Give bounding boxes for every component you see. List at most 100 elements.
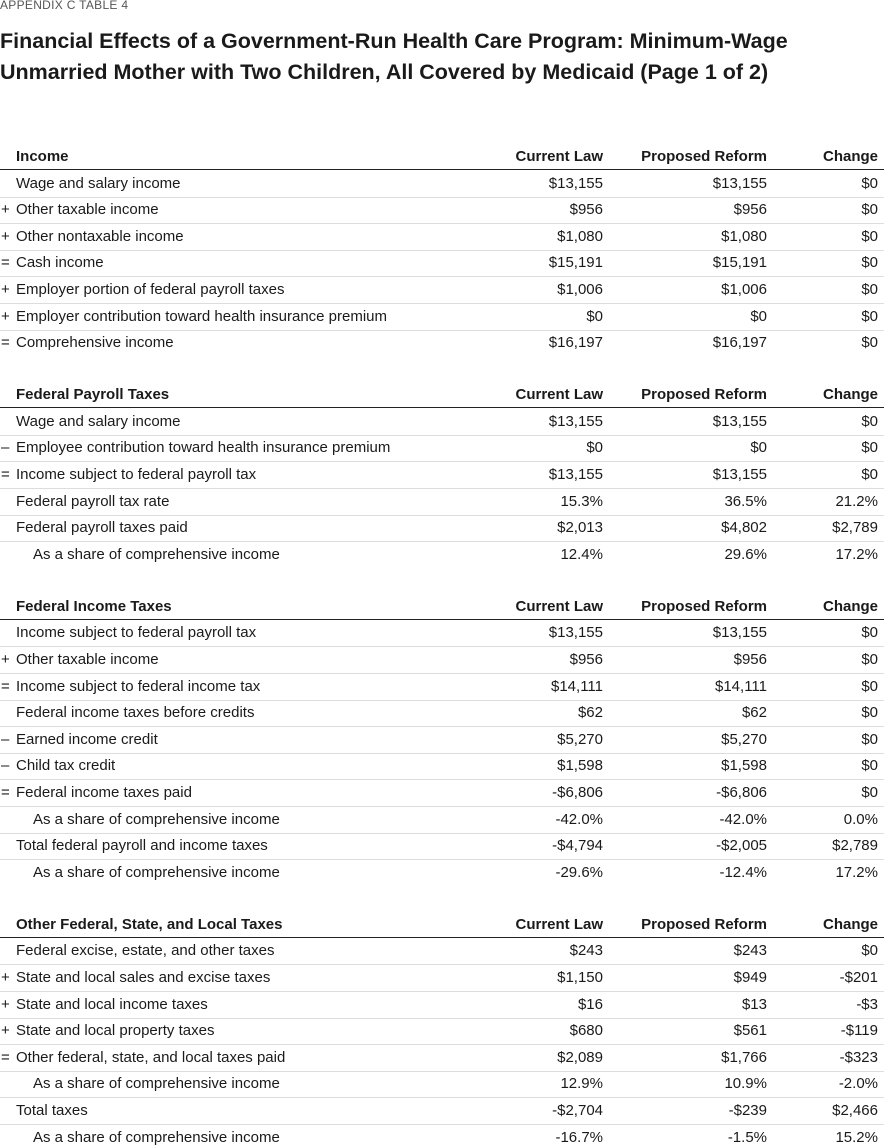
- cell: $1,006: [557, 281, 603, 298]
- cell: 29.6%: [724, 545, 767, 563]
- cell: $0: [861, 757, 878, 775]
- cell: $0: [861, 651, 878, 668]
- row-rule: [0, 461, 884, 463]
- cell: $2,789: [832, 837, 878, 855]
- row-operator: =: [1, 784, 10, 801]
- cell: -$6,806: [716, 784, 767, 801]
- row-operator: =: [1, 334, 10, 352]
- cell: $4,802: [721, 519, 767, 537]
- row-label: As a share of comprehensive income: [33, 1075, 280, 1093]
- cell: $0: [861, 201, 878, 219]
- row-label: Other federal, state, and local taxes pa…: [16, 1048, 286, 1066]
- cell: 36.5%: [724, 492, 767, 510]
- row-label: Wage and salary income: [16, 174, 181, 192]
- row-label: Comprehensive income: [16, 334, 174, 352]
- cell: $15,191: [712, 254, 767, 272]
- row-rule: [0, 673, 884, 674]
- row-rule: [0, 859, 884, 861]
- cell: $0: [750, 307, 767, 325]
- row-label: Other taxable income: [16, 651, 159, 668]
- cell: -2.0%: [838, 1075, 878, 1093]
- row-operator: =: [1, 677, 10, 695]
- cell: -$2,704: [552, 1102, 603, 1119]
- cell: $243: [569, 942, 603, 960]
- section-heading: Income: [16, 148, 69, 165]
- cell: 0.0%: [843, 810, 878, 828]
- row-rule: [0, 646, 884, 648]
- row-operator: +: [1, 201, 10, 219]
- row-label: As a share of comprehensive income: [33, 1128, 280, 1146]
- column-header: Current Law: [515, 915, 603, 933]
- row-label: Total federal payroll and income taxes: [16, 837, 268, 855]
- cell: $956: [733, 201, 767, 219]
- cell: $0: [586, 307, 603, 325]
- row-label: State and local income taxes: [16, 995, 208, 1013]
- cell: $0: [586, 439, 603, 457]
- row-label: Income subject to federal payroll tax: [16, 624, 257, 642]
- row-label: Cash income: [16, 254, 104, 272]
- cell: 21.2%: [835, 492, 878, 510]
- cell: 17.2%: [835, 545, 878, 563]
- row-rule: [0, 1097, 884, 1099]
- row-label: As a share of comprehensive income: [33, 863, 280, 881]
- cell: $13,155: [548, 174, 603, 192]
- cell: 12.4%: [560, 545, 603, 563]
- row-label: Federal excise, estate, and other taxes: [16, 942, 275, 960]
- cell: -$239: [728, 1102, 767, 1119]
- row-label: Earned income credit: [16, 730, 158, 748]
- cell: -42.0%: [719, 810, 767, 828]
- row-operator: +: [1, 281, 10, 298]
- cell: -42.0%: [555, 810, 603, 828]
- row-label: Total taxes: [16, 1102, 88, 1119]
- cell: $0: [861, 624, 878, 642]
- cell: 15.2%: [835, 1128, 878, 1146]
- cell: $0: [861, 677, 878, 695]
- cell: $0: [861, 730, 878, 748]
- row-label: Federal payroll taxes paid: [16, 519, 188, 537]
- cell: $1,598: [721, 757, 767, 775]
- row-rule: [0, 223, 884, 225]
- row-label: Employer portion of federal payroll taxe…: [16, 281, 285, 298]
- cell: $2,466: [832, 1102, 878, 1119]
- row-rule: [0, 752, 884, 754]
- row-label: Federal income taxes before credits: [16, 704, 255, 722]
- cell: $956: [569, 651, 603, 668]
- row-label: Other taxable income: [16, 201, 159, 219]
- cell: $0: [750, 439, 767, 457]
- cell: $13,155: [712, 174, 767, 192]
- column-header: Change: [822, 915, 878, 933]
- row-label: Employer contribution toward health insu…: [16, 307, 388, 325]
- cell: $16: [577, 995, 603, 1013]
- cell: $956: [569, 201, 603, 219]
- cell: 12.9%: [560, 1075, 603, 1093]
- cell: -$201: [839, 969, 878, 986]
- cell: $0: [861, 942, 878, 960]
- cell: $0: [861, 254, 878, 272]
- row-rule: [0, 541, 884, 543]
- column-header: Current Law: [515, 386, 603, 404]
- cell: $13,155: [712, 412, 767, 430]
- cell: $1,080: [721, 227, 767, 245]
- cell: $956: [733, 651, 767, 668]
- cell: $13,155: [548, 412, 603, 430]
- header-rule: [0, 618, 884, 620]
- cell: $1,598: [557, 757, 603, 775]
- row-label: Income subject to federal income tax: [16, 677, 261, 695]
- section-heading: Other Federal, State, and Local Taxes: [16, 915, 283, 933]
- row-label: As a share of comprehensive income: [33, 545, 280, 563]
- section-heading: Federal Income Taxes: [16, 597, 172, 615]
- row-label: Federal income taxes paid: [16, 784, 192, 801]
- cell: $2,789: [832, 519, 878, 537]
- cell: -16.7%: [555, 1128, 603, 1146]
- cell: $1,150: [557, 969, 603, 986]
- cell: $14,111: [551, 677, 603, 695]
- row-operator: =: [1, 466, 10, 483]
- cell: -12.4%: [719, 863, 767, 881]
- row-rule: [0, 514, 884, 516]
- cell: $0: [861, 307, 878, 325]
- cell: $0: [861, 784, 878, 801]
- section-heading: Federal Payroll Taxes: [16, 386, 170, 404]
- cell: $13,155: [548, 466, 603, 483]
- cell: $2,089: [557, 1048, 603, 1066]
- cell: -$119: [840, 1022, 878, 1040]
